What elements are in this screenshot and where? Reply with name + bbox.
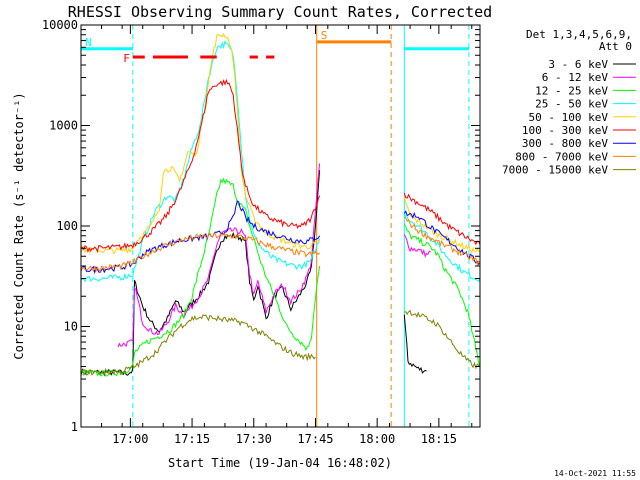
series-line-1-1 [403, 234, 431, 258]
x-tick-label: 17:00 [112, 432, 148, 446]
series-3 [80, 39, 481, 283]
y-tick-label: 10 [64, 320, 78, 334]
flag-layer: N F S [81, 29, 469, 65]
y-tick-label: 1000 [49, 119, 78, 133]
y-tick-label: 10000 [42, 18, 78, 32]
legend-title: Att 0 [599, 40, 632, 53]
series-line-5-0 [80, 78, 321, 253]
series-line-8-0 [80, 314, 316, 376]
legend-label: 7000 - 15000 keV [502, 164, 608, 177]
series-2 [80, 177, 481, 377]
series-1 [117, 163, 431, 348]
x-tick-label: 17:45 [297, 432, 333, 446]
legend-label: 12 - 25 keV [535, 84, 608, 97]
flag-label-2: S [321, 29, 328, 42]
series-line-2-0 [80, 177, 321, 377]
x-tick-label: 17:30 [236, 432, 272, 446]
x-axis-label: Start Time (19-Jan-04 16:48:02) [168, 456, 392, 470]
series-5 [80, 78, 481, 253]
chart-title: RHESSI Observing Summary Count Rates, Co… [68, 3, 492, 21]
series-line-8-1 [404, 309, 481, 370]
legend-label: 300 - 800 keV [522, 137, 608, 150]
series-line-4-1 [403, 196, 481, 254]
footer-timestamp: 14-Oct-2021 11:55 [554, 469, 636, 478]
series-line-2-1 [403, 224, 481, 367]
x-tick-label: 18:15 [421, 432, 457, 446]
series-line-3-1 [403, 211, 481, 283]
y-tick-label: 1 [71, 420, 78, 434]
legend-label: 50 - 100 keV [529, 111, 609, 124]
legend-label: 100 - 300 keV [522, 124, 608, 137]
series-line-0-1 [403, 314, 427, 374]
series-line-7-1 [403, 216, 481, 267]
flag-label-0: N [85, 36, 92, 49]
x-tick-label: 17:15 [174, 432, 210, 446]
series-layer [80, 32, 481, 377]
legend-label: 3 - 6 keV [548, 58, 608, 71]
flag-label-1: F [123, 52, 130, 65]
series-8 [80, 309, 481, 376]
series-line-7-0 [80, 232, 320, 273]
axis-layer: 1 10 100 1000 10000 17:00 17:15 17:30 17:45 18:00… [42, 18, 480, 446]
x-tick-label: 18:00 [359, 432, 395, 446]
legend-label: 800 - 7000 keV [515, 150, 608, 163]
series-line-3-0 [80, 39, 321, 283]
series-7 [80, 216, 481, 273]
series-line-1-0 [117, 163, 321, 348]
series-line-5-1 [403, 192, 481, 246]
y-axis-label: Corrected Count Rate (s⁻¹ detector⁻¹) [12, 92, 26, 359]
legend-label: 25 - 50 keV [535, 98, 608, 111]
legend-title: Det 1,3,4,5,6,9, [526, 28, 632, 41]
legend-label: 6 - 12 keV [542, 71, 609, 84]
y-tick-label: 100 [56, 219, 78, 233]
series-line-6-1 [403, 210, 481, 266]
